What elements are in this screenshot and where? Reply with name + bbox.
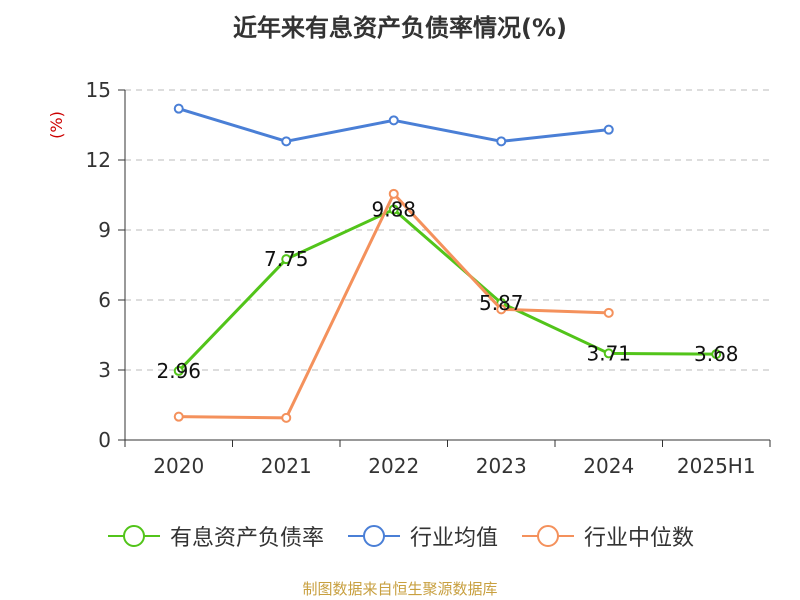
legend-swatch [522, 525, 574, 547]
data-label: 2.96 [156, 359, 201, 383]
data-point [388, 188, 399, 199]
label-layer: 2.96 7.75 9.88 5.87 3.71 3.68 [156, 197, 738, 382]
y-tick-label: 6 [98, 288, 111, 312]
series-layer [173, 103, 722, 423]
x-tick-label: 2020 [153, 454, 204, 478]
x-tick-label: 2022 [368, 454, 419, 478]
data-point [603, 124, 614, 135]
data-label: 3.71 [586, 341, 631, 365]
grid-layer [125, 89, 770, 371]
line-chart: 0 3 6 9 12 15 (%) 2020 2021 2022 2023 2024 2025H1 2.… [47, 78, 771, 478]
y-tick-label: 12 [86, 148, 111, 172]
data-point [281, 412, 292, 423]
data-point [496, 304, 507, 315]
legend-swatch [107, 525, 160, 547]
data-point [173, 411, 184, 422]
series-line-0 [177, 207, 717, 372]
source-note: 制图数据来自恒生聚源数据库 [302, 580, 498, 598]
chart-title: 近年来有息资产负债率情况(%) [233, 14, 567, 42]
data-label: 7.75 [264, 247, 309, 271]
legend: 有息资产负债率 行业均值 行业中位数 [0, 520, 800, 552]
data-point [711, 349, 722, 360]
data-label: 9.88 [371, 197, 416, 221]
legend-swatch [347, 525, 400, 547]
legend-swatch-marker [537, 525, 559, 547]
axis-layer: 0 3 6 9 12 15 (%) 2020 2021 2022 2023 2024 2025H1 [47, 78, 771, 478]
y-tick-label: 0 [98, 428, 111, 452]
data-point [173, 103, 184, 114]
data-point [603, 348, 614, 359]
data-point [173, 365, 184, 376]
legend-item[interactable]: 行业均值 [346, 520, 498, 552]
data-point [603, 307, 614, 318]
legend-swatch-marker [362, 525, 385, 547]
x-tick-label: 2024 [583, 454, 634, 478]
y-axis-unit-label: (%) [47, 111, 66, 139]
legend-label: 行业均值 [409, 526, 498, 551]
data-point [281, 136, 292, 147]
legend-label: 有息资产负债率 [169, 526, 324, 551]
legend-label: 行业中位数 [584, 526, 695, 551]
x-tick-label: 2021 [261, 454, 312, 478]
data-point [496, 136, 507, 147]
y-tick-label: 9 [98, 218, 111, 242]
legend-item[interactable]: 行业中位数 [520, 520, 694, 552]
data-label: 5.87 [479, 291, 524, 315]
x-tick-label: 2023 [476, 454, 527, 478]
data-point [388, 204, 399, 215]
legend-item[interactable]: 有息资产负债率 [106, 520, 324, 552]
x-tick-label: 2025H1 [677, 454, 756, 478]
y-tick-label: 3 [98, 358, 111, 382]
data-point [388, 115, 399, 126]
data-label: 3.68 [694, 342, 739, 366]
data-point [281, 254, 292, 265]
y-tick-label: 15 [86, 78, 111, 102]
legend-swatch-marker [122, 525, 145, 547]
